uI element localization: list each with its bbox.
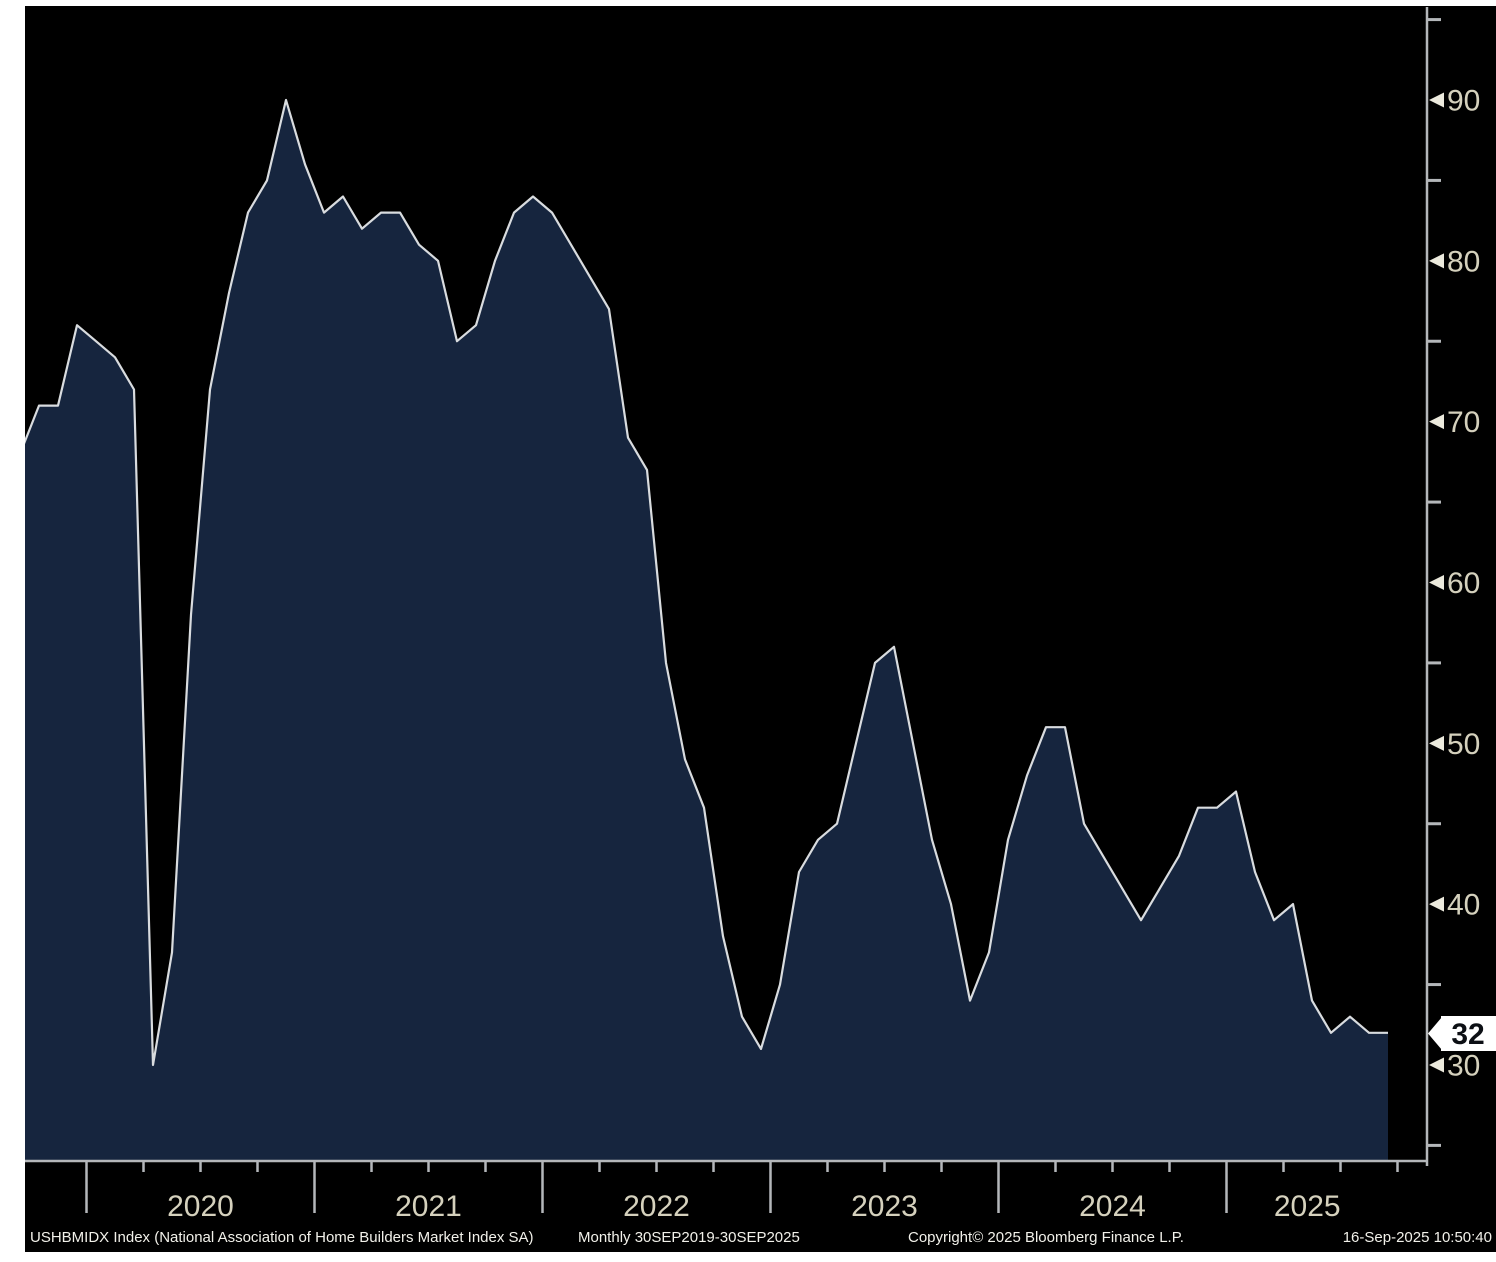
x-axis-year-label: 2020 bbox=[167, 1190, 234, 1223]
footer-periodicity: Monthly 30SEP2019-30SEP2025 bbox=[578, 1229, 800, 1246]
y-axis-label: 30 bbox=[1447, 1049, 1480, 1082]
y-axis-label: 40 bbox=[1447, 889, 1480, 922]
y-axis-group: 30 40 50 60 70 80 90 bbox=[1425, 7, 1480, 1166]
y-axis-tick-arrow bbox=[1429, 92, 1444, 108]
y-axis-tick-arrow bbox=[1429, 735, 1444, 751]
last-price-value: 32 bbox=[1451, 1018, 1484, 1051]
area-series bbox=[25, 100, 1388, 1161]
y-axis-label: 50 bbox=[1447, 728, 1480, 761]
y-axis-tick-arrow bbox=[1429, 253, 1444, 269]
last-price-tag: 32 bbox=[1428, 1016, 1496, 1051]
x-axis-year-label: 2024 bbox=[1079, 1190, 1146, 1223]
y-axis-tick-arrow bbox=[1429, 1057, 1444, 1073]
y-axis-label: 80 bbox=[1447, 245, 1480, 278]
footer-copyright: Copyright© 2025 Bloomberg Finance L.P. bbox=[908, 1229, 1184, 1246]
series-group bbox=[25, 98, 1388, 1161]
y-axis-tick-arrow bbox=[1429, 896, 1444, 912]
y-axis-label: 60 bbox=[1447, 567, 1480, 600]
line-series bbox=[25, 98, 1388, 1067]
x-axis-year-label: 2025 bbox=[1274, 1190, 1341, 1223]
last-price-tag-arrow bbox=[1428, 1017, 1442, 1050]
y-axis-tick-arrow bbox=[1429, 574, 1444, 590]
y-axis-label: 90 bbox=[1447, 85, 1480, 118]
x-axis-year-label: 2021 bbox=[395, 1190, 462, 1223]
y-axis-tick-arrow bbox=[1429, 414, 1444, 430]
x-axis-year-label: 2022 bbox=[623, 1190, 690, 1223]
x-axis-group: 2020 2021 2022 2023 2024 2025 bbox=[25, 1159, 1427, 1223]
footer-timestamp: 16-Sep-2025 10:50:40 bbox=[1343, 1229, 1492, 1246]
footer-ticker-description: USHBMIDX Index (National Association of … bbox=[30, 1229, 534, 1246]
x-axis-year-label: 2023 bbox=[851, 1190, 918, 1223]
last-price-tag-body bbox=[1441, 1016, 1496, 1051]
y-axis-label: 70 bbox=[1447, 406, 1480, 439]
